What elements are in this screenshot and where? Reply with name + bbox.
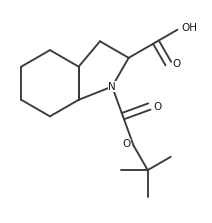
Text: N: N <box>108 82 116 92</box>
Text: O: O <box>153 101 162 112</box>
Text: OH: OH <box>181 23 197 33</box>
Text: O: O <box>173 59 181 69</box>
Text: O: O <box>122 139 130 149</box>
